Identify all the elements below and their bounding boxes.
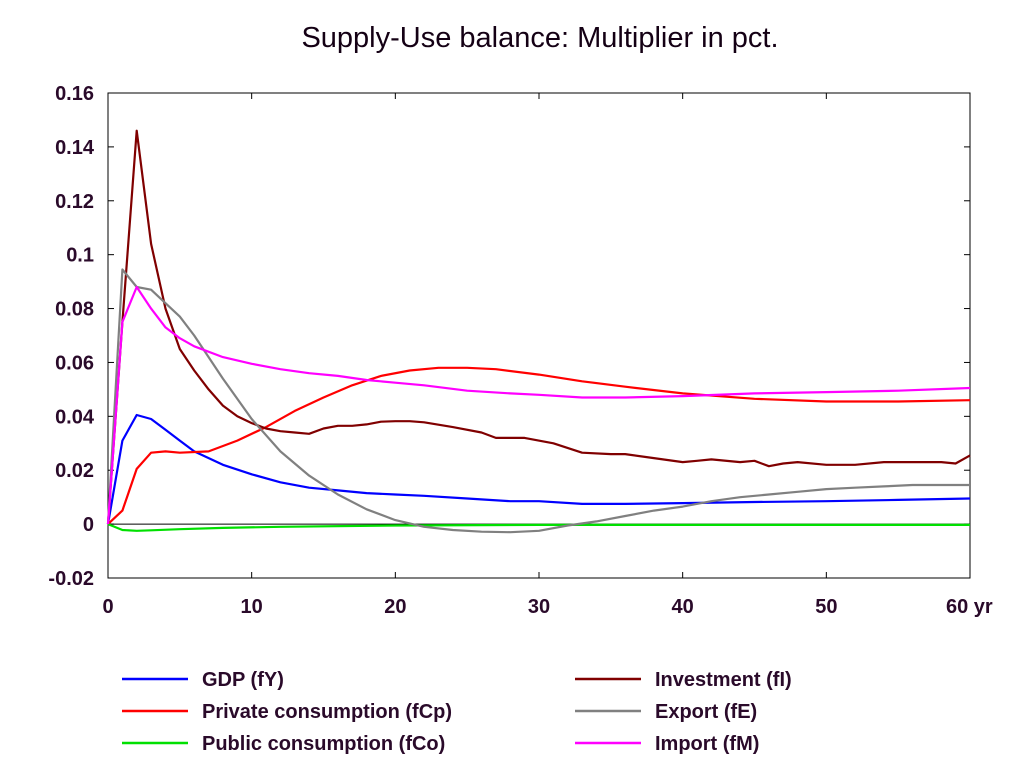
series-line-public-consumption-fco — [107, 523, 970, 532]
x-tick-label: 40 — [672, 596, 694, 618]
legend-label-export-fe: Export (fE) — [655, 701, 757, 723]
x-tick-label: 50 — [815, 596, 837, 618]
legend-label-gdp-fy: GDP (fY) — [202, 669, 284, 691]
series-line-import-fm — [106, 285, 971, 525]
y-tick-label: 0.08 — [55, 299, 94, 321]
y-tick-label: -0.02 — [48, 568, 94, 590]
chart-title: Supply-Use balance: Multiplier in pct. — [301, 22, 779, 54]
legend: GDP (fY) Private consumption (fCp) Public … — [122, 669, 792, 755]
plot-frame — [107, 92, 971, 579]
y-tick-label: 0.04 — [55, 406, 95, 428]
x-tick-label: 0 — [102, 596, 113, 618]
y-tick-label: 0.16 — [55, 83, 94, 105]
legend-label-investment-fi: Investment (fI) — [655, 669, 792, 691]
x-tick-label: 10 — [241, 596, 263, 618]
series-line-investment-fi — [106, 129, 971, 525]
legend-label-private-consumption-fcp: Private consumption (fCp) — [202, 701, 452, 723]
x-tick-label: 60 yr — [946, 596, 993, 618]
y-tick-label: 0.1 — [66, 245, 94, 267]
x-tick-label: 20 — [384, 596, 406, 618]
legend-label-public-consumption-fco: Public consumption (fCo) — [202, 733, 445, 755]
series-line-private-consumption-fcp — [107, 366, 971, 525]
legend-label-import-fm: Import (fM) — [655, 733, 759, 755]
x-tick-label: 30 — [528, 596, 550, 618]
y-tick-label: 0.02 — [55, 460, 94, 482]
series-line-gdp-fy — [106, 413, 971, 525]
series-lines — [106, 129, 971, 534]
y-tick-label: 0.12 — [55, 191, 94, 213]
y-tick-label: 0 — [83, 514, 94, 536]
y-tick-label: 0.14 — [55, 137, 95, 159]
series-line-export-fe — [106, 268, 970, 534]
axes: -0.02 0 0.02 0.04 0.06 0.08 0.1 0.12 0.14 0.16 0 10… — [48, 83, 993, 618]
y-tick-label: 0.06 — [55, 352, 94, 374]
